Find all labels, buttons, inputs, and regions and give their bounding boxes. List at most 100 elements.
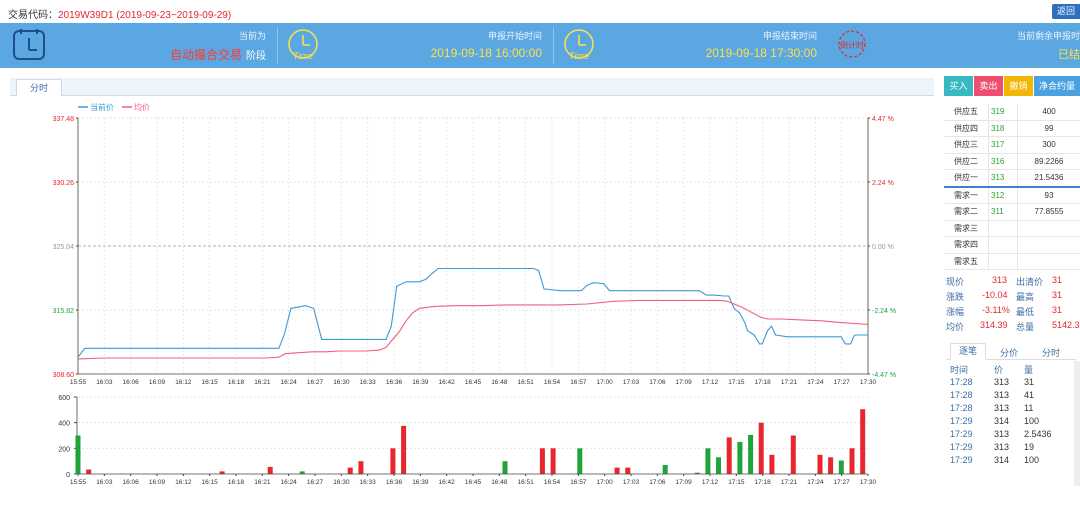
orderbook-qty: 99 bbox=[1017, 120, 1080, 137]
volume-bar bbox=[860, 409, 866, 474]
orderbook-price bbox=[988, 253, 1018, 270]
ticks-header-price: 价 bbox=[994, 365, 1004, 375]
sell-button[interactable]: 卖出 bbox=[974, 76, 1003, 96]
calendar-clock-icon bbox=[13, 29, 45, 60]
volume-y-axis: 600 400 200 0 bbox=[58, 395, 78, 479]
orderbook-row: 供应五 319 400 bbox=[944, 104, 1080, 121]
volume-x-tick-label: 16:57 bbox=[570, 479, 587, 486]
tick-vol: 11 bbox=[1024, 403, 1034, 413]
y-tick-left: 308.60 bbox=[53, 372, 75, 379]
orderbook-qty bbox=[1017, 253, 1080, 270]
volume-x-tick-label: 16:09 bbox=[149, 479, 166, 486]
tick-row: 17:29 313 19 bbox=[950, 442, 1070, 455]
volume-bar bbox=[625, 467, 631, 474]
volume-bar bbox=[838, 460, 844, 474]
cancel-button[interactable]: 撤销 bbox=[1004, 76, 1033, 96]
volume-bar bbox=[662, 465, 668, 474]
volume-bar bbox=[726, 437, 732, 474]
orderbook-price: 318 bbox=[988, 120, 1018, 137]
orderbook-level: 供应一 bbox=[944, 169, 989, 188]
intraday-chart: 当前价 均价 337.48 330.26 325.04 315.82 308.60 4.… bbox=[53, 102, 897, 486]
tick-price: 314 bbox=[994, 455, 1010, 465]
tick-price: 313 bbox=[994, 442, 1010, 452]
ticks-header: 时间 价 量 bbox=[950, 363, 1070, 375]
orderbook-qty: 400 bbox=[1017, 104, 1080, 121]
x-tick-label: 17:24 bbox=[807, 379, 824, 386]
orderbook-level: 供应五 bbox=[944, 104, 989, 121]
volume-bar bbox=[390, 448, 396, 474]
volume-y-tick: 200 bbox=[58, 446, 70, 453]
orderbook-price: 317 bbox=[988, 136, 1018, 154]
clock-text: Time bbox=[293, 51, 313, 61]
x-tick-label: 17:21 bbox=[781, 379, 798, 386]
start-label: 申报开始时间 bbox=[487, 31, 542, 41]
tick-row: 17:28 313 41 bbox=[950, 390, 1070, 403]
volume-y-tick: 0 bbox=[66, 472, 70, 479]
tick-row: 17:29 313 2.5436 bbox=[950, 429, 1070, 442]
x-tick-label: 16:36 bbox=[386, 379, 403, 386]
orderbook-row: 需求三 bbox=[944, 220, 1080, 237]
time-clock-icon: Time bbox=[288, 29, 318, 61]
orderbook-qty: 93 bbox=[1017, 186, 1080, 204]
quote-stats: 现价 313 出清价 31 涨跌 -10.04 最高 31 涨幅 -3.11% 最低 31 均价 314.… bbox=[944, 273, 1080, 333]
volume-x-tick-label: 17:21 bbox=[781, 479, 798, 486]
volume-x-tick-label: 16:42 bbox=[439, 479, 456, 486]
volume-x-tick-label: 16:27 bbox=[307, 479, 324, 486]
net-position-button[interactable]: 净合约量 bbox=[1034, 76, 1080, 96]
volume-bar bbox=[614, 467, 620, 474]
ticks-scrollbar[interactable] bbox=[1074, 361, 1080, 486]
x-tick-label: 17:18 bbox=[755, 379, 772, 386]
tick-price: 313 bbox=[994, 429, 1010, 439]
trade-code-value: 2019W39D1 (2019-09-23~2019-09-29) bbox=[58, 10, 232, 21]
tick-price: 313 bbox=[994, 403, 1010, 413]
back-button[interactable]: 返回 bbox=[1052, 4, 1080, 19]
volume-x-tick-label: 16:15 bbox=[202, 479, 219, 486]
orderbook-qty: 21.5436 bbox=[1017, 169, 1080, 188]
tick-time: 17:29 bbox=[950, 455, 973, 465]
x-tick-label: 16:12 bbox=[175, 379, 192, 386]
phase-label: 当前为 bbox=[238, 31, 266, 41]
y-tick-right: -2.24 % bbox=[872, 308, 896, 315]
stat-label: 总量 bbox=[1016, 322, 1035, 332]
stat-row: 现价 313 出清价 31 bbox=[944, 273, 1080, 288]
x-tick-label: 16:51 bbox=[518, 379, 535, 386]
status-banner: 当前为 自动撮合交易 阶段 Time 申报开始时间 2019-09-18 16:0… bbox=[0, 23, 1080, 68]
volume-x-tick-label: 17:15 bbox=[728, 479, 745, 486]
tab-trades[interactable]: 逐笔 bbox=[950, 343, 987, 360]
volume-bar bbox=[748, 434, 754, 474]
volume-x-tick-label: 16:45 bbox=[465, 479, 482, 486]
orderbook-level: 需求三 bbox=[944, 220, 989, 237]
buy-button[interactable]: 买入 bbox=[944, 76, 973, 96]
volume-bar bbox=[502, 461, 508, 474]
start-section: 申报开始时间 2019-09-18 16:00:00 bbox=[330, 23, 550, 68]
y-tick-left: 337.48 bbox=[53, 116, 75, 123]
volume-y-tick: 400 bbox=[58, 421, 70, 428]
order-book: 供应五 319 400 供应四 318 99 供应三 317 300 供应二 316 89.2266 供… bbox=[944, 104, 1080, 270]
orderbook-price: 312 bbox=[988, 186, 1018, 204]
volume-x-tick-label: 16:24 bbox=[281, 479, 298, 486]
volume-x-tick-label: 15:55 bbox=[70, 479, 87, 486]
x-tick-label: 16:30 bbox=[333, 379, 350, 386]
y-tick-right: 2.24 % bbox=[872, 180, 894, 187]
orderbook-level: 供应三 bbox=[944, 136, 989, 154]
volume-bar bbox=[769, 454, 775, 475]
top-bar: 交易代码：2019W39D1 (2019-09-23~2019-09-29) 返… bbox=[0, 0, 1080, 24]
phase-value: 自动撮合交易 bbox=[169, 48, 242, 62]
tab-minute[interactable]: 分时 bbox=[1042, 348, 1061, 358]
volume-x-tick-label: 16:03 bbox=[96, 479, 113, 486]
divider bbox=[277, 27, 278, 64]
x-tick-label: 17:12 bbox=[702, 379, 719, 386]
tick-vol: 100 bbox=[1024, 455, 1040, 465]
orderbook-price: 316 bbox=[988, 153, 1018, 170]
tab-intraday[interactable]: 分时 bbox=[16, 79, 62, 96]
tick-vol: 19 bbox=[1024, 442, 1035, 452]
volume-x-tick-label: 17:03 bbox=[623, 479, 640, 486]
orderbook-row: 需求四 bbox=[944, 236, 1080, 254]
volume-bar bbox=[539, 448, 545, 474]
y-tick-left: 315.82 bbox=[53, 308, 75, 315]
volume-x-tick-label: 16:30 bbox=[333, 479, 350, 486]
volume-x-tick-label: 17:30 bbox=[860, 479, 877, 486]
tick-time: 17:29 bbox=[950, 429, 973, 439]
tab-price[interactable]: 分价 bbox=[1000, 348, 1019, 358]
ticks-tabs: 逐笔 分价 分时 bbox=[946, 343, 1076, 360]
